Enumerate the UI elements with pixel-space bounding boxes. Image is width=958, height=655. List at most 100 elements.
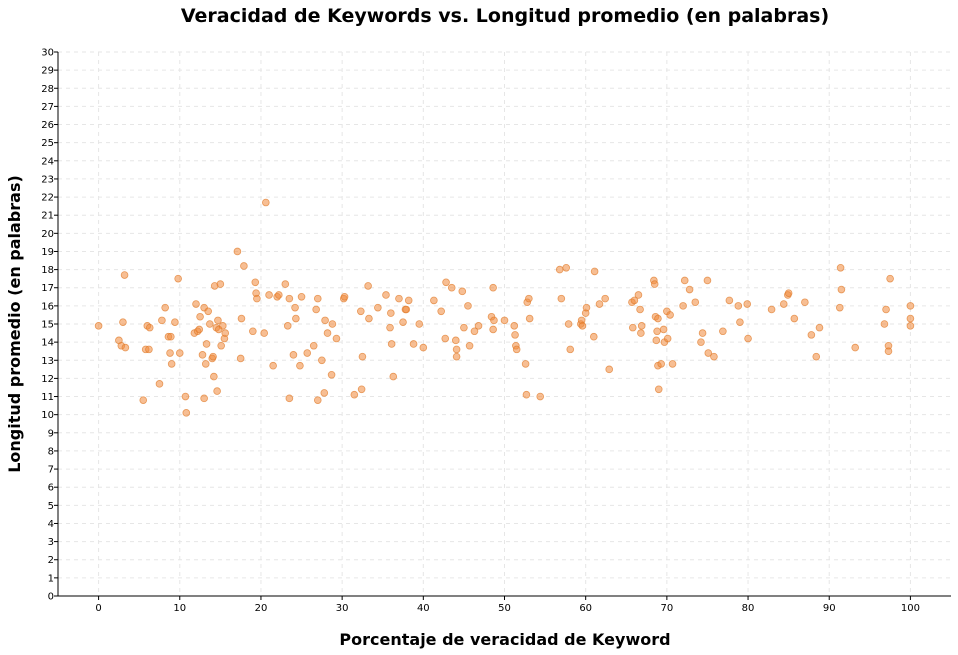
data-point <box>564 320 573 328</box>
data-point <box>233 247 242 256</box>
data-point <box>175 349 184 357</box>
data-point <box>395 294 403 303</box>
data-point <box>557 294 566 303</box>
data-point <box>736 318 744 326</box>
y-tick-label: 27 <box>41 102 54 113</box>
data-point <box>318 356 326 365</box>
data-point <box>158 316 166 325</box>
data-point <box>725 296 734 305</box>
data-point <box>209 352 217 361</box>
x-tick-label: 0 <box>95 603 101 614</box>
data-point <box>437 307 445 316</box>
data-point <box>262 198 270 207</box>
data-point <box>590 267 599 276</box>
data-point <box>210 372 218 381</box>
data-point <box>447 283 456 292</box>
data-point <box>441 334 450 343</box>
data-point <box>323 329 332 337</box>
data-point <box>313 396 322 404</box>
data-point <box>145 323 154 332</box>
data-point <box>634 291 643 299</box>
data-point <box>500 316 509 325</box>
data-point <box>680 276 689 285</box>
y-tick-label: 2 <box>48 555 54 566</box>
data-point <box>216 280 225 288</box>
data-point <box>807 331 816 339</box>
data-point <box>155 380 164 388</box>
data-point <box>321 316 329 325</box>
data-point <box>601 294 609 303</box>
data-point <box>269 361 277 370</box>
data-point <box>386 323 394 332</box>
data-point <box>697 338 705 346</box>
data-point <box>358 352 367 361</box>
data-point <box>744 334 752 343</box>
data-point <box>710 352 718 361</box>
data-point <box>285 394 294 403</box>
y-tick-label: 21 <box>41 211 54 222</box>
data-point <box>206 320 214 328</box>
data-point <box>652 336 661 345</box>
x-tick-label: 40 <box>417 603 430 614</box>
data-point <box>525 294 533 303</box>
data-point <box>387 309 395 317</box>
y-tick-label: 18 <box>41 265 54 276</box>
data-point <box>790 314 799 323</box>
data-point <box>195 325 204 334</box>
data-point <box>249 327 257 336</box>
data-point <box>357 307 365 316</box>
data-point <box>139 396 148 404</box>
data-point <box>815 323 824 332</box>
data-point <box>906 302 915 310</box>
data-point <box>663 334 672 343</box>
data-point <box>399 318 407 326</box>
data-point <box>779 300 788 308</box>
data-point <box>240 262 248 270</box>
data-point <box>167 360 176 368</box>
y-tick-label: 4 <box>48 519 54 530</box>
data-point <box>578 322 587 330</box>
y-tick-label: 30 <box>41 48 54 59</box>
y-tick-label: 9 <box>48 428 54 439</box>
x-tick-label: 30 <box>336 603 349 614</box>
data-point <box>409 340 418 348</box>
data-point <box>521 360 530 368</box>
data-point <box>285 294 294 303</box>
data-point <box>253 294 261 303</box>
y-tick-label: 3 <box>48 537 54 548</box>
data-point <box>511 331 519 339</box>
x-tick-label: 70 <box>660 603 673 614</box>
data-point <box>200 394 208 403</box>
x-tick-label: 20 <box>255 603 268 614</box>
data-point <box>442 278 450 287</box>
data-point <box>666 311 674 319</box>
data-point <box>637 329 645 337</box>
data-point <box>464 302 472 310</box>
x-tick-label: 10 <box>173 603 186 614</box>
data-point <box>419 343 428 352</box>
data-point <box>161 303 169 312</box>
data-point <box>743 300 752 308</box>
data-point <box>296 361 304 370</box>
data-point <box>204 307 212 316</box>
data-point <box>630 296 639 305</box>
data-point <box>312 305 320 314</box>
data-point <box>668 360 677 368</box>
data-point <box>704 349 713 357</box>
y-tick-label: 25 <box>41 138 54 149</box>
data-point <box>654 314 662 323</box>
data-point <box>340 292 349 301</box>
y-tick-label: 22 <box>41 193 54 204</box>
data-point <box>659 325 668 334</box>
y-tick-label: 29 <box>41 66 54 77</box>
y-tick-label: 6 <box>48 483 54 494</box>
data-point <box>452 345 461 354</box>
data-point <box>430 296 438 305</box>
x-axis-title: Porcentaje de veracidad de Keyword <box>339 630 670 649</box>
data-point <box>389 372 398 381</box>
data-point <box>303 349 312 357</box>
x-tick-label: 50 <box>498 603 511 614</box>
y-tick-label: 17 <box>41 283 54 294</box>
data-point <box>489 283 497 292</box>
x-tick-label: 90 <box>823 603 836 614</box>
